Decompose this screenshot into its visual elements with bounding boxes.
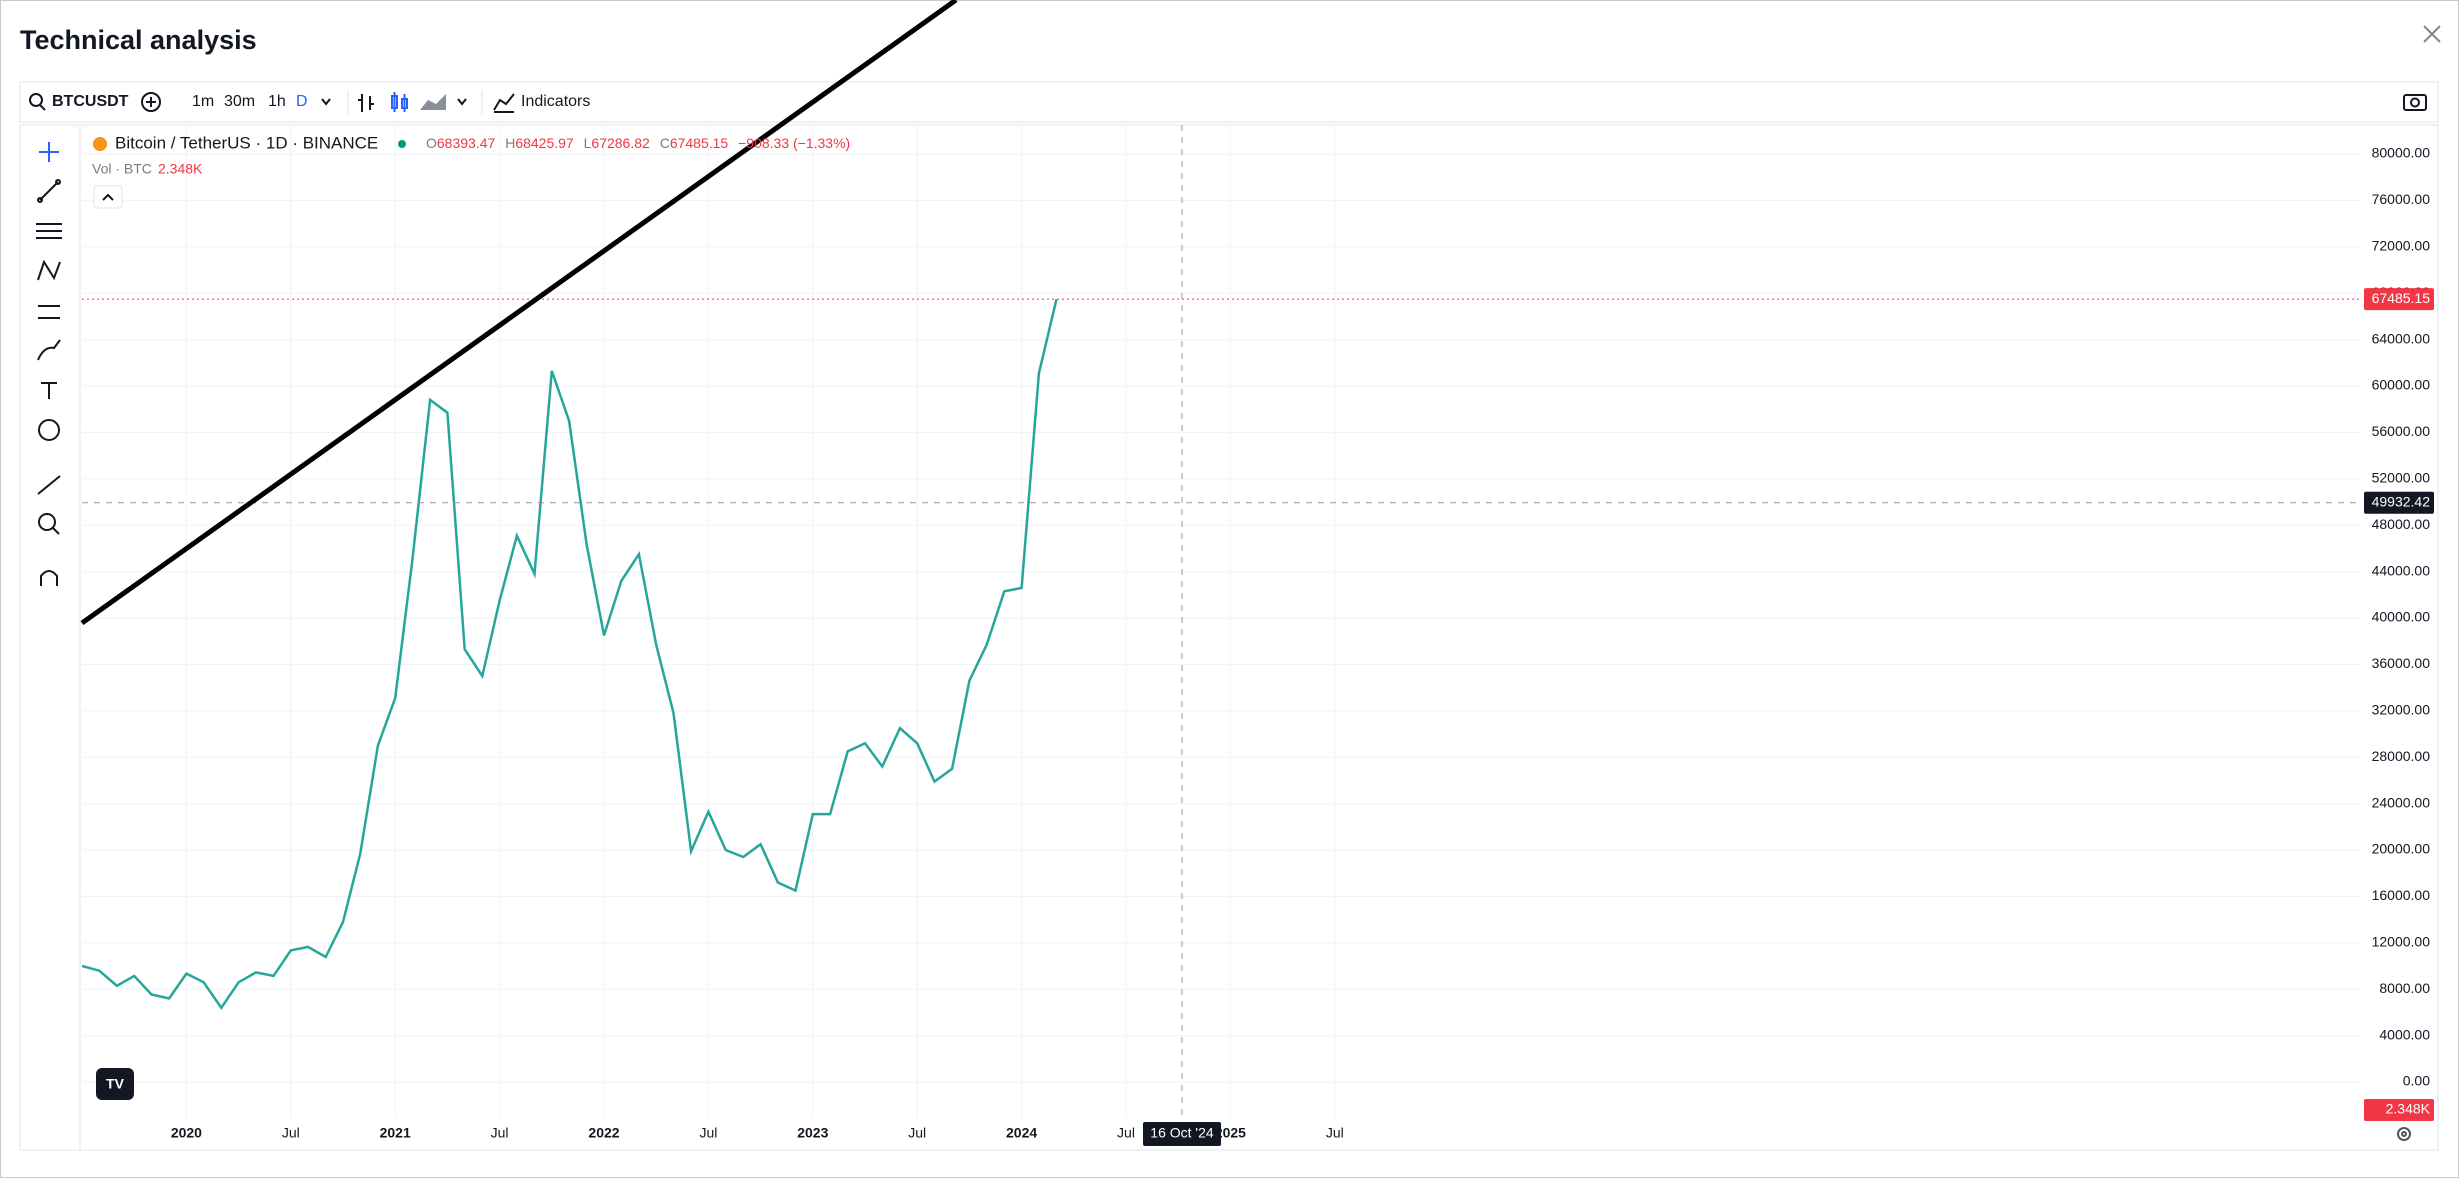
y-tick-label: 60000.00 [2372,377,2431,393]
ohlc-value: 68425.97 [515,135,574,151]
x-tick-label: 2022 [588,1125,619,1141]
bar-style[interactable] [358,94,374,112]
x-tick-label: Jul [282,1125,300,1141]
ohlc: O68393.47 H68425.97 L67286.82 C67485.15 … [426,135,850,151]
x-tick-label: Jul [699,1125,717,1141]
y-tick-label: 48000.00 [2372,516,2431,532]
volume-tag [2364,1099,2434,1121]
x-tick-label: 2024 [1006,1125,1037,1141]
crosshair-price-tag [2364,491,2434,514]
style-menu[interactable] [457,98,467,106]
snapshot[interactable] [2403,94,2427,111]
x-tick-label: 2021 [380,1125,411,1141]
symbol-name: Bitcoin / TetherUS · 1D · BINANCE [115,133,378,152]
y-tick-label: 72000.00 [2372,238,2431,254]
chart-frame [19,124,2439,1151]
ohlc-value: 68393.47 [437,135,496,151]
settings[interactable] [2397,1127,2411,1141]
y-tick-label: 4000.00 [2379,1026,2430,1042]
symbol[interactable]: BTCUSDT [52,93,129,110]
x-tick-label: 2023 [797,1125,828,1141]
price-line [82,298,1058,1011]
last-price-tag [2364,288,2434,311]
y-tick-label: 16000.00 [2372,887,2431,903]
collapse-legend[interactable] [93,185,123,209]
y-tick-label: 24000.00 [2372,794,2431,810]
volume-value: 2.348K [158,161,203,177]
y-tick-label: 40000.00 [2372,609,2431,625]
indicators[interactable]: Indicators [521,93,590,110]
ohlc-key: C [660,135,670,151]
volume-tag-label: 2.348K [2386,1101,2431,1117]
interval-menu[interactable] [321,98,331,106]
y-tick-label: 56000.00 [2372,423,2431,439]
y-tick-label: 20000.00 [2372,841,2431,857]
add-symbol[interactable] [141,92,161,112]
crosshair-price-label: 49932.42 [2372,494,2431,510]
search-icon[interactable] [29,93,46,111]
last-price-label: 67485.15 [2372,290,2431,306]
interval-active[interactable]: D [296,93,308,110]
crosshair-date-label: 16 Oct '24 [1150,1125,1214,1141]
tv-logo: TV [96,1068,134,1100]
x-tick-label: 2025 [1215,1125,1246,1141]
y-tick-label: 8000.00 [2379,980,2430,996]
area-style[interactable] [420,94,446,110]
y-tick-label: 80000.00 [2372,145,2431,161]
dialog-title: Technical analysis [20,25,257,55]
legend: Bitcoin / TetherUS · 1D · BINANCE O68393… [92,133,850,209]
ohlc-key: H [505,135,515,151]
y-tick-label: 36000.00 [2372,655,2431,671]
interval[interactable]: 1h [268,93,286,110]
y-tick-label: 52000.00 [2372,470,2431,486]
change: −908.33 (−1.33%) [738,135,850,151]
candle-style[interactable] [391,92,408,112]
x-tick-label: Jul [1117,1125,1135,1141]
interval[interactable]: 1m [192,93,214,110]
y-tick-label: 44000.00 [2372,562,2431,578]
ohlc-key: O [426,135,437,151]
crosshair-date-tag [1143,1122,1221,1146]
y-tick-label: 12000.00 [2372,934,2431,950]
x-tick-label: 2020 [171,1125,202,1141]
interval[interactable]: 30m [224,93,255,110]
x-tick-label: Jul [491,1125,509,1141]
ohlc-key: L [584,135,592,151]
indicators-icon[interactable] [493,93,515,113]
y-tick-label: 0.00 [2403,1073,2430,1089]
market-status [398,140,406,148]
close-button[interactable] [2423,25,2441,43]
drawing-tools[interactable] [36,142,62,586]
y-tick-label: 32000.00 [2372,702,2431,718]
plot: 0.00 4000.00 8000.00 12000.00 16000.00 20000.… [82,125,2434,1146]
x-tick-label: Jul [908,1125,926,1141]
trend-line[interactable] [80,0,958,626]
x-tick-label: Jul [1326,1125,1344,1141]
y-tick-label: 76000.00 [2372,191,2431,207]
toolbar [19,81,2439,123]
svg-text:TV: TV [106,1076,125,1092]
y-tick-label: 64000.00 [2372,330,2431,346]
y-tick-label: 28000.00 [2372,748,2431,764]
ohlc-value: 67286.82 [591,135,650,151]
volume-name: Vol · BTC [92,161,152,177]
symbol-logo [93,137,107,151]
ohlc-value: 67485.15 [670,135,729,151]
